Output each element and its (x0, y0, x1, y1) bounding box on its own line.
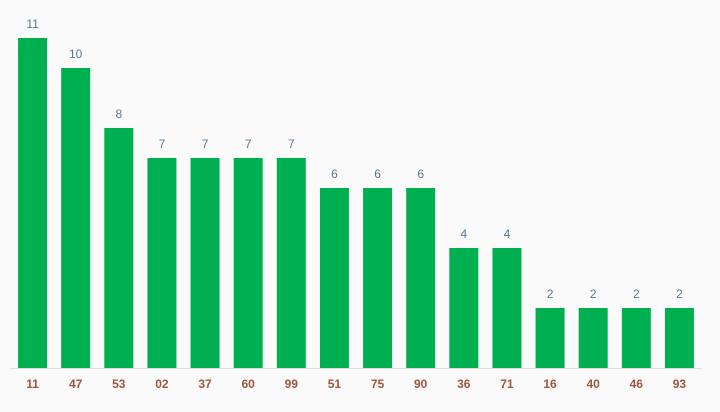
value-label: 4 (504, 227, 511, 241)
bar (363, 188, 393, 368)
value-label: 4 (460, 227, 467, 241)
value-label: 6 (417, 167, 424, 181)
bar (449, 248, 479, 368)
x-tick-label: 93 (673, 377, 687, 391)
value-label: 6 (331, 167, 338, 181)
x-tick-label: 46 (630, 377, 644, 391)
x-tick-label: 47 (69, 377, 83, 391)
x-tick-label: 60 (242, 377, 256, 391)
bar (18, 38, 48, 368)
bar (104, 128, 134, 368)
x-tick-label: 02 (155, 377, 169, 391)
value-label: 7 (245, 137, 252, 151)
value-label: 2 (547, 287, 554, 301)
x-tick-label: 90 (414, 377, 428, 391)
x-tick-label: 11 (26, 377, 39, 391)
x-tick-label: 71 (500, 377, 514, 391)
value-label: 2 (676, 287, 683, 301)
bar (319, 188, 349, 368)
bar (621, 308, 651, 368)
bar (578, 308, 608, 368)
bar (233, 158, 263, 368)
bar (61, 68, 91, 368)
value-label: 11 (26, 17, 39, 31)
value-label: 2 (590, 287, 597, 301)
value-label: 7 (288, 137, 295, 151)
x-tick-label: 99 (285, 377, 299, 391)
bar (147, 158, 177, 368)
x-tick-label: 53 (112, 377, 126, 391)
bar (664, 308, 694, 368)
bar (190, 158, 220, 368)
x-tick-label: 37 (198, 377, 212, 391)
value-label: 7 (159, 137, 166, 151)
bar (276, 158, 306, 368)
x-tick-label: 36 (457, 377, 471, 391)
value-label: 7 (202, 137, 209, 151)
value-label: 8 (115, 107, 122, 121)
bar (406, 188, 436, 368)
bar (535, 308, 565, 368)
value-label: 10 (69, 47, 83, 61)
value-label: 6 (374, 167, 381, 181)
x-tick-label: 51 (328, 377, 342, 391)
value-label: 2 (633, 287, 640, 301)
x-tick-label: 16 (543, 377, 557, 391)
x-tick-label: 75 (371, 377, 385, 391)
x-tick-label: 40 (587, 377, 601, 391)
bar (492, 248, 522, 368)
